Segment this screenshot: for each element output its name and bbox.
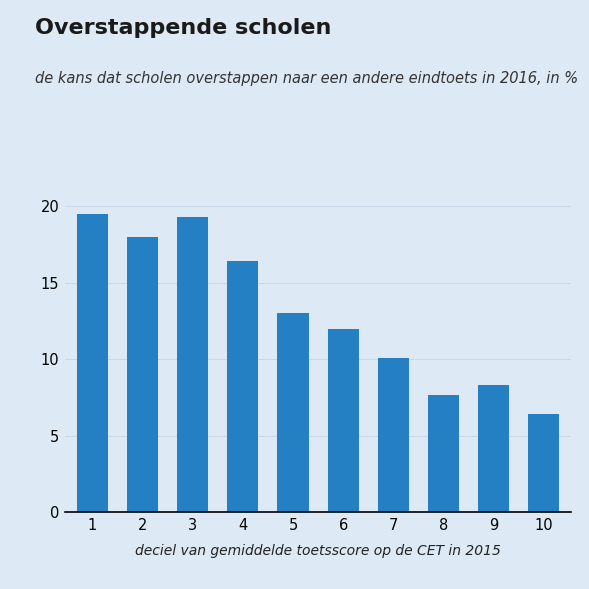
Bar xyxy=(378,358,409,512)
Bar xyxy=(528,415,560,512)
Bar xyxy=(227,262,259,512)
Text: Overstappende scholen: Overstappende scholen xyxy=(35,18,332,38)
Bar xyxy=(177,217,209,512)
X-axis label: deciel van gemiddelde toetsscore op de CET in 2015: deciel van gemiddelde toetsscore op de C… xyxy=(135,544,501,558)
Bar xyxy=(327,329,359,512)
Bar xyxy=(127,237,158,512)
Text: de kans dat scholen overstappen naar een andere eindtoets in 2016, in %: de kans dat scholen overstappen naar een… xyxy=(35,71,578,85)
Bar xyxy=(428,395,459,512)
Bar xyxy=(77,214,108,512)
Bar xyxy=(277,313,309,512)
Bar xyxy=(478,385,509,512)
